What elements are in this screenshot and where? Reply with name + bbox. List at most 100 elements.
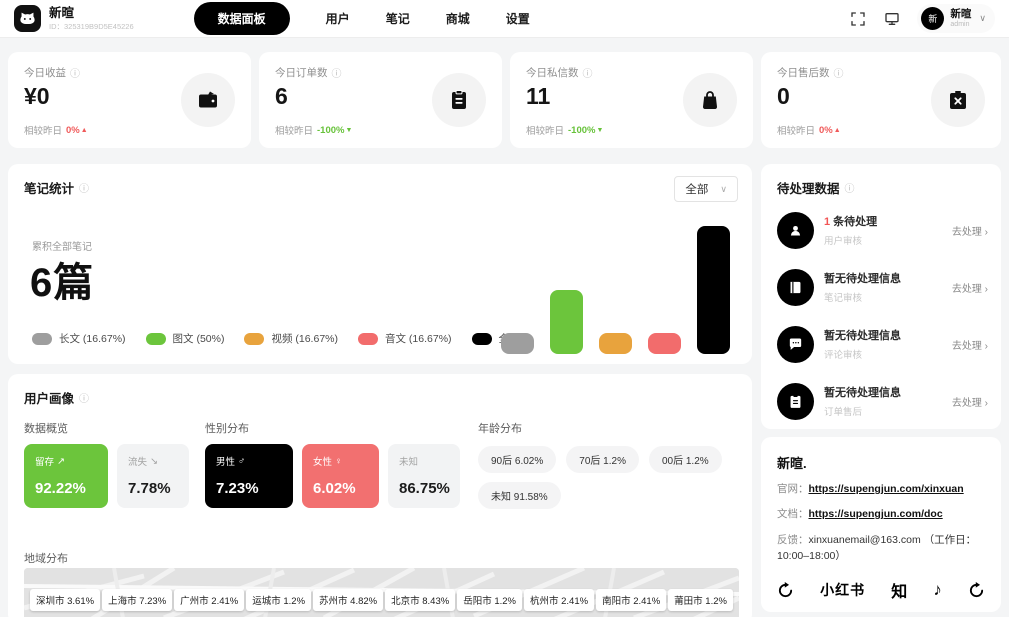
fullscreen-button[interactable]	[849, 10, 867, 28]
app-name: 新暄	[49, 6, 75, 20]
legend-item-imagetext[interactable]: 图文 (50%)	[145, 331, 225, 346]
note-stats-title: 笔记统计 ⓘ	[24, 178, 89, 197]
info-icon[interactable]: ⓘ	[79, 394, 90, 405]
legend-label: 图文 (50%)	[172, 333, 225, 345]
monitor-icon	[885, 12, 900, 25]
legend-item-audio[interactable]: 音文 (16.67%)	[358, 331, 452, 346]
stat-compare: 相较昨日 0% ▲	[777, 123, 841, 138]
nav-tab-settings[interactable]: 设置	[505, 12, 530, 26]
city-pill: 苏州市 4.82%	[313, 589, 384, 611]
region-label: 地域分布	[24, 553, 68, 565]
xiaohongshu-link[interactable]: 小红书	[820, 582, 866, 598]
info-icon[interactable]: ⓘ	[70, 69, 80, 80]
docs-link[interactable]: https://supengjun.com/doc	[808, 508, 943, 521]
up-right-arrow-icon: ↗	[57, 455, 65, 467]
main-nav: 数据面板 用户 笔记 商城 设置	[193, 2, 530, 35]
unknown-gender-card: 未知 86.75%	[388, 444, 460, 508]
bar-audio	[648, 333, 681, 354]
pending-count: 1	[824, 216, 831, 228]
stat-value: 6	[275, 83, 288, 109]
go-handle-link[interactable]: 去处理 ›	[952, 337, 988, 352]
legend-item-video[interactable]: 视频 (16.67%)	[244, 331, 338, 346]
app-logo	[14, 5, 41, 32]
unknown-label: 未知	[399, 457, 419, 468]
change-value: 0% ▲	[819, 125, 841, 136]
total-notes-value: 6篇	[30, 261, 95, 305]
douyin-icon[interactable]: ♪	[933, 580, 942, 599]
zhihu-link[interactable]: 知	[891, 584, 908, 601]
stat-compare: 相较昨日 -100% ▼	[275, 123, 352, 138]
age-pill: 90后 6.02%	[478, 446, 557, 473]
city-labels: 深圳市 3.61% 上海市 7.23% 广州市 2.41% 运城市 1.2% 苏…	[30, 589, 733, 611]
pending-item-users: 1 条待处理 用户审核 去处理 ›	[777, 210, 988, 250]
nav-tab-users[interactable]: 用户	[325, 12, 350, 26]
website-label: 官网：	[777, 483, 809, 495]
city-pill: 深圳市 3.61%	[30, 589, 101, 611]
info-icon[interactable]: ⓘ	[833, 69, 844, 80]
change-value: -100% ▼	[317, 125, 352, 136]
go-handle-link[interactable]: 去处理 ›	[952, 394, 988, 409]
gender-cards: 男性 ♂ 7.23% 女性 ♀ 6.02% 未知 86.75%	[205, 444, 460, 508]
nav-tab-dashboard[interactable]: 数据面板	[193, 2, 290, 35]
go-handle-link[interactable]: 去处理 ›	[952, 280, 988, 295]
compare-label: 相较昨日	[777, 126, 816, 137]
pending-sub: 笔记审核	[824, 293, 863, 304]
user-menu[interactable]: 新 新暄 admin ∨	[917, 4, 995, 33]
city-pill: 上海市 7.23%	[102, 589, 173, 611]
brand: 新暄 ID：325319B9D5E45226	[14, 5, 134, 32]
age-label: 年龄分布	[478, 423, 522, 435]
legend-label: 长文 (16.67%)	[59, 333, 126, 345]
churn-value: 7.78%	[128, 480, 171, 497]
nav-tab-notes[interactable]: 笔记	[385, 12, 410, 26]
title-text: 笔记统计	[24, 182, 75, 196]
stat-value: 11	[526, 83, 551, 109]
retention-value: 92.22%	[35, 480, 86, 497]
info-icon[interactable]: ⓘ	[844, 184, 855, 195]
overview-cards: 留存 ↗ 92.22% 流失 ↘ 7.78%	[24, 444, 189, 508]
legend-item-longtext[interactable]: 长文 (16.67%)	[32, 331, 126, 346]
feedback-line: 反馈：xinxuanemail@163.com （工作日：10:00–18:00…	[777, 532, 988, 565]
order-icon	[777, 382, 814, 420]
region-map: 深圳市 3.61% 上海市 7.23% 广州市 2.41% 运城市 1.2% 苏…	[24, 568, 739, 617]
change-text: -100%	[568, 124, 596, 136]
male-card: 男性 ♂ 7.23%	[205, 444, 293, 508]
compare-label: 相较昨日	[24, 126, 63, 137]
trend-arrow-icon: ▲	[833, 126, 841, 134]
nav-tab-shop[interactable]: 商城	[445, 12, 470, 26]
trend-arrow-icon: ▼	[596, 126, 604, 134]
feedback-label: 反馈：	[777, 533, 809, 546]
app-id: ID：325319B9D5E45226	[49, 21, 134, 31]
pending-item-comments: 暂无待处理信息 评论审核 去处理 ›	[777, 324, 988, 364]
fullscreen-icon	[851, 11, 866, 26]
stat-label-text: 今日私信数	[526, 67, 579, 79]
note-type-filter[interactable]: 全部 ∨	[674, 176, 738, 202]
info-icon[interactable]: ⓘ	[331, 69, 342, 80]
city-pill: 运城市 1.2%	[246, 589, 312, 611]
legend-swatch	[145, 332, 166, 345]
website-link[interactable]: https://supengjun.com/xinxuan	[808, 483, 964, 495]
female-card: 女性 ♀ 6.02%	[302, 444, 379, 508]
info-icon[interactable]: ⓘ	[79, 184, 90, 195]
title-text: 待处理数据	[777, 182, 840, 196]
age-pills: 90后 6.02% 70后 1.2% 00后 1.2% 未知 91.58%	[478, 446, 722, 509]
user-profile-title: 用户画像 ⓘ	[24, 388, 89, 407]
stat-icon-bubble	[683, 73, 737, 127]
social-links: 小红书 知 ♪	[777, 578, 985, 602]
refresh-circle-icon[interactable]	[968, 581, 985, 599]
info-icon[interactable]: ⓘ	[582, 69, 593, 80]
refresh-circle-icon[interactable]	[777, 581, 794, 599]
age-row: 90后 6.02% 70后 1.2% 00后 1.2%	[478, 446, 722, 473]
chevron-right-icon: ›	[984, 226, 988, 238]
stat-label: 今日订单数 ⓘ	[275, 65, 342, 80]
about-lines: 官网：https://supengjun.com/xinxuan 文档：http…	[777, 481, 988, 564]
go-handle-link[interactable]: 去处理 ›	[952, 223, 988, 238]
topbar: 新暄 ID：325319B9D5E45226 数据面板 用户 笔记 商城 设置	[0, 0, 1009, 38]
display-mode-button[interactable]	[883, 10, 901, 28]
stat-value: 0	[777, 83, 790, 109]
pending-text: 1 条待处理	[824, 213, 877, 229]
go-handle-label: 去处理	[951, 397, 982, 409]
down-right-arrow-icon: ↘	[150, 455, 158, 467]
note-stats-card: 笔记统计 ⓘ 全部 ∨ 累积全部笔记 6篇 长文 (16.67%) 图文 (50…	[8, 164, 752, 364]
bar-all	[697, 226, 730, 354]
